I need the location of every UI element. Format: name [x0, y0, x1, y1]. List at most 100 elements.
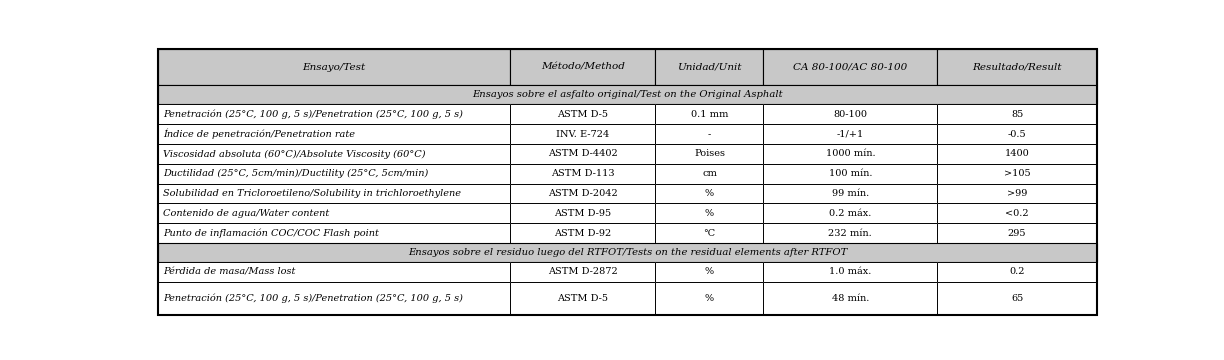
Bar [938, 223, 1097, 243]
Bar [938, 184, 1097, 203]
Bar [656, 124, 764, 144]
Bar [158, 104, 510, 124]
Text: Ductilidad (25°C, 5cm/min)/Ductility (25°C, 5cm/min): Ductilidad (25°C, 5cm/min)/Ductility (25… [164, 169, 428, 178]
Bar [158, 124, 510, 144]
Bar [158, 262, 510, 282]
Bar [656, 223, 764, 243]
Text: ASTM D-4402: ASTM D-4402 [548, 149, 618, 158]
Text: 80-100: 80-100 [834, 110, 868, 119]
Bar [158, 262, 510, 282]
Bar [764, 282, 938, 315]
Bar [764, 262, 938, 282]
Bar [938, 144, 1097, 164]
Bar [510, 124, 656, 144]
Text: 295: 295 [1007, 229, 1026, 238]
Bar [510, 144, 656, 164]
Bar [510, 124, 656, 144]
Text: -: - [707, 130, 711, 139]
Text: <0.2: <0.2 [1005, 209, 1029, 218]
Bar [938, 262, 1097, 282]
Bar [656, 49, 764, 85]
Bar [510, 184, 656, 203]
Bar [938, 104, 1097, 124]
Bar [764, 124, 938, 144]
Bar [158, 85, 1097, 104]
Bar [938, 203, 1097, 223]
Text: 1.0 máx.: 1.0 máx. [829, 267, 871, 276]
Bar [158, 144, 510, 164]
Bar [656, 262, 764, 282]
Text: 99 mín.: 99 mín. [832, 189, 869, 198]
Bar [510, 223, 656, 243]
Bar [764, 184, 938, 203]
Bar [510, 104, 656, 124]
Bar [158, 203, 510, 223]
Bar [656, 203, 764, 223]
Text: Contenido de agua/Water content: Contenido de agua/Water content [164, 209, 329, 218]
Text: Ensayos sobre el asfalto original/Test on the Original Asphalt: Ensayos sobre el asfalto original/Test o… [472, 90, 782, 99]
Text: ASTM D-5: ASTM D-5 [557, 294, 608, 303]
Bar [158, 203, 510, 223]
Text: >105: >105 [1004, 169, 1031, 178]
Bar [938, 144, 1097, 164]
Bar [656, 184, 764, 203]
Bar [510, 262, 656, 282]
Text: Pérdida de masa/Mass lost: Pérdida de masa/Mass lost [164, 267, 296, 276]
Bar [938, 104, 1097, 124]
Bar [158, 104, 510, 124]
Bar [656, 164, 764, 184]
Bar [656, 262, 764, 282]
Bar [656, 282, 764, 315]
Bar [938, 282, 1097, 315]
Bar [656, 144, 764, 164]
Bar [158, 85, 1097, 104]
Bar [938, 184, 1097, 203]
Bar [510, 282, 656, 315]
Bar [656, 144, 764, 164]
Text: Ensayo/Test: Ensayo/Test [302, 63, 366, 72]
Bar [656, 184, 764, 203]
Text: Penetración (25°C, 100 g, 5 s)/Penetration (25°C, 100 g, 5 s): Penetración (25°C, 100 g, 5 s)/Penetrati… [164, 109, 464, 119]
Bar [158, 49, 510, 85]
Bar [764, 144, 938, 164]
Text: 65: 65 [1011, 294, 1023, 303]
Bar [764, 223, 938, 243]
Text: 48 mín.: 48 mín. [831, 294, 869, 303]
Bar [656, 282, 764, 315]
Text: ASTM D-5: ASTM D-5 [557, 110, 608, 119]
Bar [510, 144, 656, 164]
Text: Punto de inflamación COC/COC Flash point: Punto de inflamación COC/COC Flash point [164, 228, 379, 238]
Text: Ensayos sobre el residuo luego del RTFOT/Tests on the residual elements after RT: Ensayos sobre el residuo luego del RTFOT… [408, 248, 847, 257]
Bar [938, 282, 1097, 315]
Bar [158, 124, 510, 144]
Bar [158, 164, 510, 184]
Text: Unidad/Unit: Unidad/Unit [677, 63, 742, 72]
Bar [510, 184, 656, 203]
Bar [764, 144, 938, 164]
Text: -1/+1: -1/+1 [837, 130, 864, 139]
Bar [938, 124, 1097, 144]
Bar [510, 164, 656, 184]
Text: ASTM D-2872: ASTM D-2872 [548, 267, 618, 276]
Bar [938, 262, 1097, 282]
Bar [158, 243, 1097, 262]
Text: ASTM D-92: ASTM D-92 [554, 229, 611, 238]
Text: 0.2: 0.2 [1010, 267, 1024, 276]
Text: 232 mín.: 232 mín. [829, 229, 873, 238]
Bar [510, 164, 656, 184]
Text: Poises: Poises [694, 149, 725, 158]
Bar [764, 223, 938, 243]
Bar [938, 49, 1097, 85]
Bar [158, 49, 510, 85]
Bar [938, 223, 1097, 243]
Bar [656, 124, 764, 144]
Bar [510, 223, 656, 243]
Text: Viscosidad absoluta (60°C)/Absolute Viscosity (60°C): Viscosidad absoluta (60°C)/Absolute Visc… [164, 149, 426, 158]
Bar [656, 203, 764, 223]
Bar [764, 49, 938, 85]
Text: Resultado/Result: Resultado/Result [972, 63, 1061, 72]
Text: %: % [705, 294, 714, 303]
Bar [158, 282, 510, 315]
Text: °C: °C [704, 229, 716, 238]
Bar [656, 104, 764, 124]
